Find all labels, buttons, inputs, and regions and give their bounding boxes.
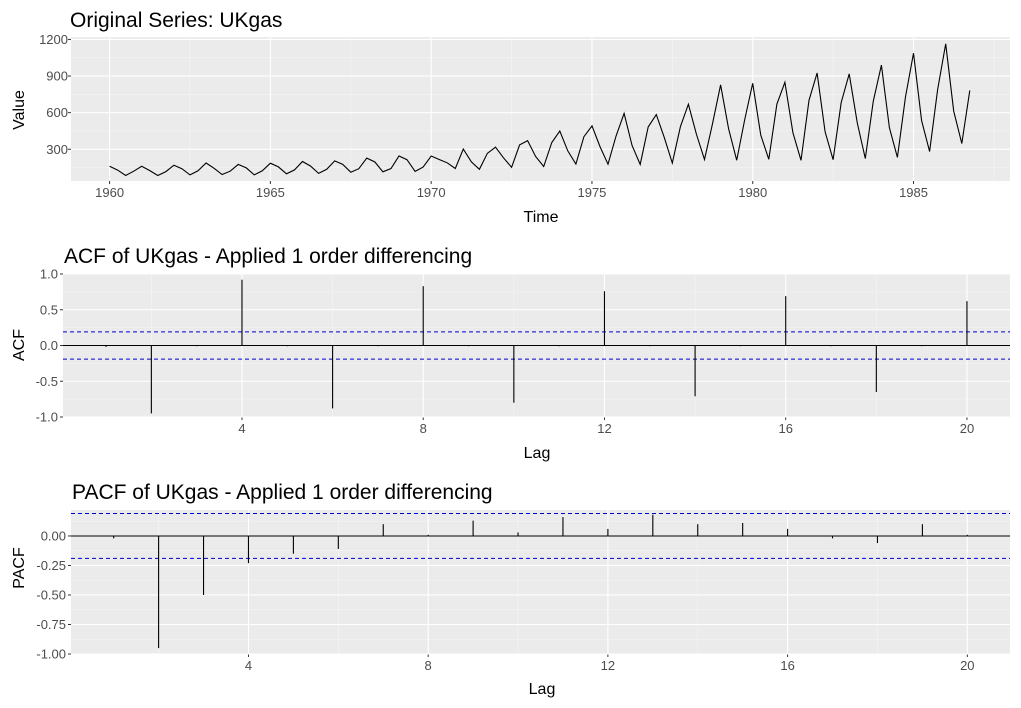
x-tick-label: 1985 <box>899 185 928 200</box>
x-tick-label: 8 <box>425 658 432 673</box>
x-tick-label: 8 <box>420 421 427 436</box>
y-tick-label: -0.25 <box>36 558 66 573</box>
y-tick-label: 1.0 <box>40 267 58 282</box>
x-tick-label: 16 <box>780 658 794 673</box>
y-axis-label: Value <box>11 90 28 130</box>
x-tick-label: 1975 <box>577 185 606 200</box>
y-tick-label: 900 <box>46 69 68 84</box>
y-axis-label: PACF <box>11 547 28 589</box>
x-tick-label: 20 <box>960 421 974 436</box>
panel-background <box>71 510 1010 654</box>
x-axis-label: Lag <box>529 681 556 698</box>
y-tick-label: 0.0 <box>40 338 58 353</box>
x-tick-label: 1970 <box>417 185 446 200</box>
y-tick-label: 0.00 <box>41 528 66 543</box>
x-tick-label: 12 <box>597 421 611 436</box>
chart-title: Original Series: UKgas <box>70 9 282 32</box>
x-axis-label: Lag <box>524 445 551 462</box>
acf-chart: ACF of UKgas - Applied 1 order differenc… <box>11 245 1010 462</box>
plot-panel: 1960 1965 1970 1975 1980 1985 300 600 900 1200 <box>39 32 1010 200</box>
y-tick-label: 600 <box>46 105 68 120</box>
x-tick-label: 1960 <box>95 185 124 200</box>
plot-panel: 4 8 12 16 20 -1.00 -0.75 -0.50 -0.25 0.00 <box>36 510 1010 673</box>
x-tick-label: 12 <box>601 658 615 673</box>
x-tick-label: 16 <box>778 421 792 436</box>
y-tick-label: -1.0 <box>36 410 58 425</box>
y-tick-label: -0.5 <box>36 374 58 389</box>
panel-background <box>71 37 1010 181</box>
x-axis-label: Time <box>524 209 559 226</box>
y-axis-label: ACF <box>11 329 28 361</box>
y-tick-label: 300 <box>46 142 68 157</box>
chart-title: ACF of UKgas - Applied 1 order differenc… <box>64 245 472 268</box>
series-line <box>109 43 971 177</box>
pacf-chart: PACF of UKgas - Applied 1 order differen… <box>11 481 1010 698</box>
y-tick-label: -0.50 <box>36 587 66 602</box>
y-tick-label: 1200 <box>39 32 68 47</box>
x-tick-label: 4 <box>245 658 252 673</box>
y-tick-label: 0.5 <box>40 302 58 317</box>
y-tick-label: -1.00 <box>36 647 66 662</box>
x-tick-label: 1965 <box>256 185 285 200</box>
original-series-chart: Original Series: UKgas Time Value 1960 19… <box>11 9 1010 226</box>
plot-panel: 4 8 12 16 20 -1.0 -0.5 0.0 0.5 1.0 <box>36 267 1010 436</box>
x-tick-label: 20 <box>960 658 974 673</box>
x-tick-label: 1980 <box>738 185 767 200</box>
chart-title: PACF of UKgas - Applied 1 order differen… <box>72 481 493 504</box>
x-tick-label: 4 <box>238 421 245 436</box>
y-tick-label: -0.75 <box>36 617 66 632</box>
